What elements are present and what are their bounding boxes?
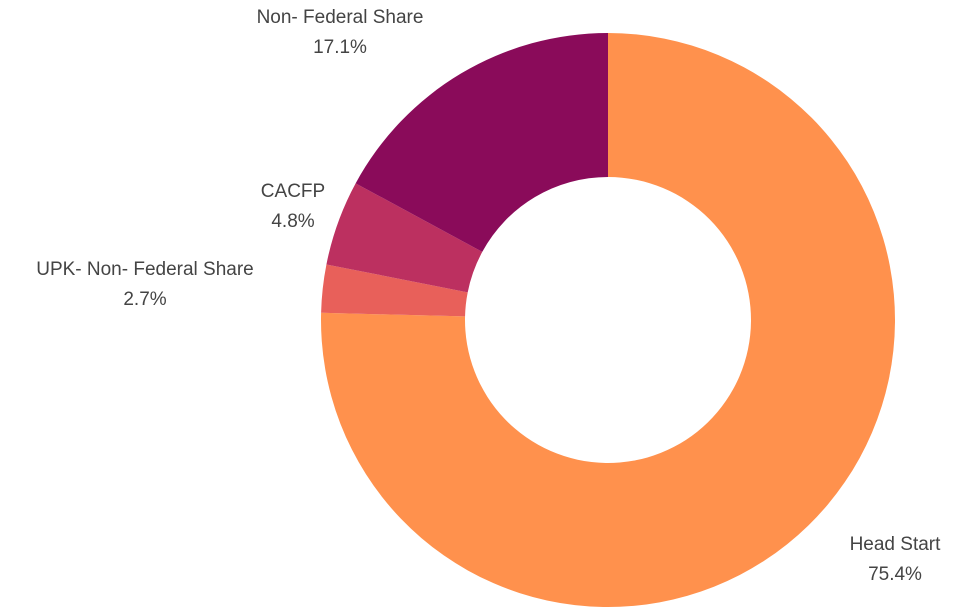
donut-segment [321, 264, 468, 317]
segment-label: CACFP [261, 181, 325, 202]
donut-segment [321, 33, 896, 608]
segment-label: UPK- Non- Federal Share [36, 259, 254, 280]
segment-label: Non- Federal Share [257, 7, 424, 28]
segment-value-label: 2.7% [123, 289, 166, 310]
donut-segment [326, 183, 483, 293]
donut-segment [355, 33, 608, 252]
segment-label: Head Start [850, 534, 942, 555]
segment-value-label: 75.4% [868, 564, 922, 585]
segment-value-label: 4.8% [271, 211, 314, 232]
segment-value-label: 17.1% [313, 37, 367, 58]
